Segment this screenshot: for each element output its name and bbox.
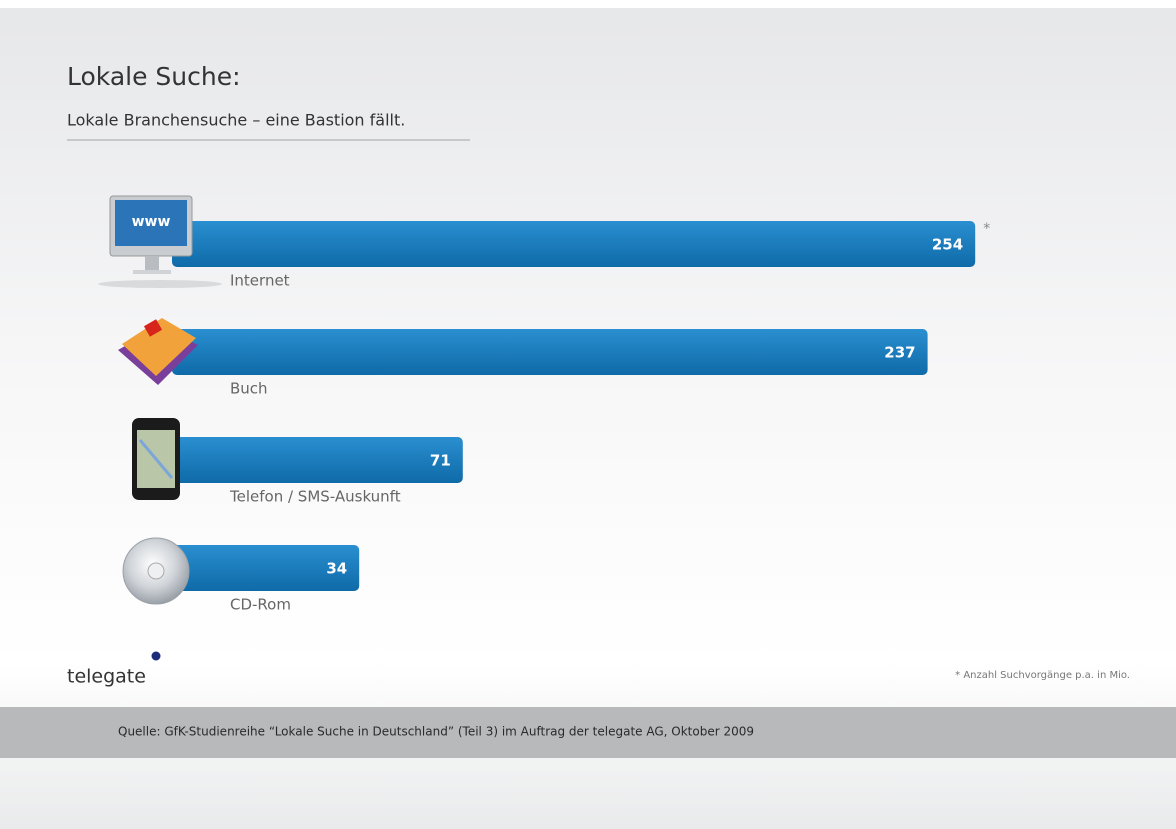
category-label: Internet <box>230 272 290 290</box>
footnote: * Anzahl Suchvorgänge p.a. in Mio. <box>955 670 1130 681</box>
chart-title: Lokale Suche: <box>67 62 241 91</box>
source-band <box>0 707 1176 758</box>
bar <box>172 221 976 267</box>
phone-icon <box>132 418 180 500</box>
computer-icon: www <box>98 195 222 288</box>
bar <box>172 545 360 591</box>
category-label: CD-Rom <box>230 596 291 614</box>
cd-icon <box>122 537 190 605</box>
value-label: 34 <box>326 560 347 578</box>
value-label: 237 <box>884 344 915 362</box>
value-label: 71 <box>430 452 451 470</box>
svg-text:www: www <box>132 214 171 230</box>
top-strip <box>0 0 1176 8</box>
category-label: Telefon / SMS-Auskunft <box>229 488 401 506</box>
annotation: * <box>983 221 990 237</box>
value-label: 254 <box>932 236 963 254</box>
bar <box>172 329 928 375</box>
source: Quelle: GfK-Studienreihe “Lokale Suche i… <box>118 725 754 739</box>
book-icon <box>118 318 198 385</box>
logo-dot <box>151 651 161 661</box>
chart-subtitle: Lokale Branchensuche – eine Bastion fäll… <box>67 111 405 130</box>
bar <box>172 437 463 483</box>
logo: telegate <box>67 666 146 688</box>
category-label: Buch <box>230 380 268 398</box>
